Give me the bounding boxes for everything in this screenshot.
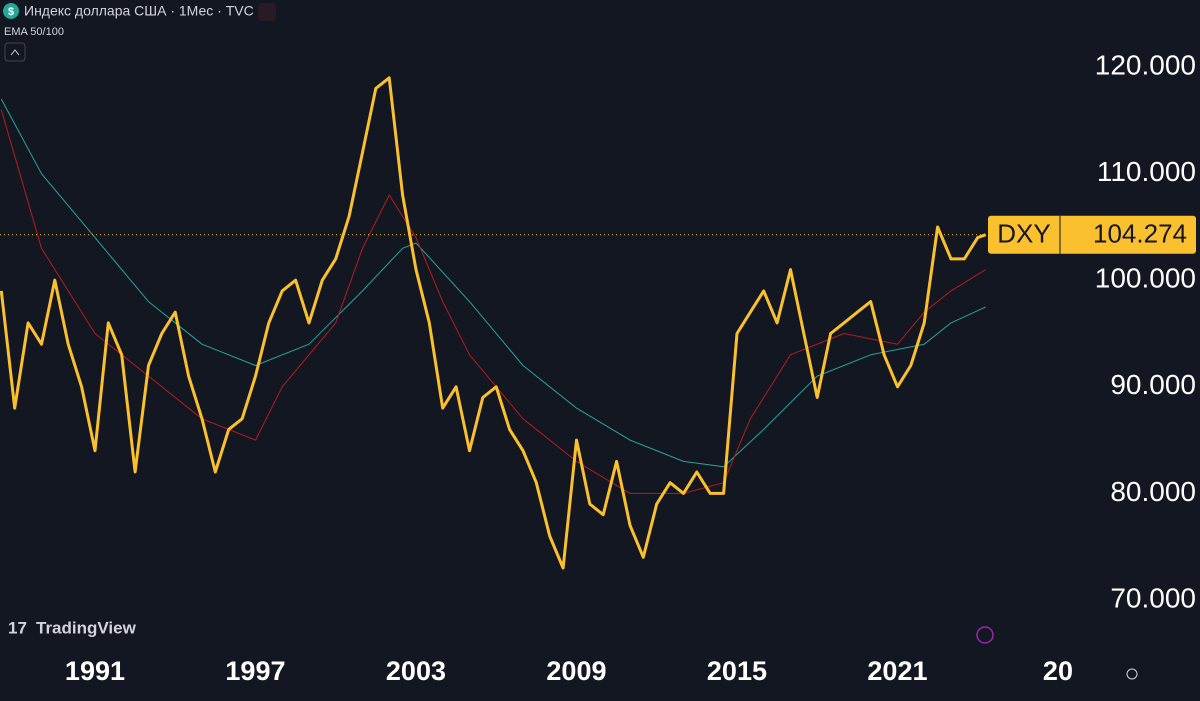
y-tick-label: 80.000 xyxy=(1110,476,1196,507)
collapse-icon xyxy=(10,49,20,56)
x-tick-label: 2009 xyxy=(546,656,606,686)
symbol-label: DXY xyxy=(997,219,1050,249)
alert-icon[interactable] xyxy=(976,626,994,644)
y-tick-label: 110.000 xyxy=(1097,156,1196,187)
x-tick-label: 2015 xyxy=(707,656,767,686)
ema-line xyxy=(0,98,986,468)
y-tick-label: 120.000 xyxy=(1095,50,1196,81)
y-tick-label: 100.000 xyxy=(1095,263,1196,294)
x-tick-label: 2021 xyxy=(867,656,927,686)
settings-icon[interactable] xyxy=(1126,668,1138,680)
x-tick-label: 1997 xyxy=(225,656,285,686)
symbol-icon xyxy=(3,3,19,19)
watermark-logo: 17 xyxy=(8,618,27,637)
flag-icon xyxy=(258,3,276,21)
chart-title: Индекс доллара США · 1Мес · TVC xyxy=(24,3,254,19)
plot-area xyxy=(0,76,987,570)
symbol-icon-glyph: $ xyxy=(8,6,14,18)
collapse-button[interactable] xyxy=(4,42,26,62)
x-tick-label: 1991 xyxy=(65,656,125,686)
indicator-label: EMA 50/100 xyxy=(4,26,64,38)
x-tick-label: 2003 xyxy=(386,656,446,686)
y-tick-label: 90.000 xyxy=(1110,369,1196,400)
symbol-badge xyxy=(988,215,1196,254)
y-tick-label: 70.000 xyxy=(1110,582,1196,613)
last-price-label: 104.274 xyxy=(1093,219,1187,249)
watermark: TradingView xyxy=(36,618,137,637)
price-line xyxy=(0,76,987,570)
x-tick-label: 20 xyxy=(1043,656,1073,686)
